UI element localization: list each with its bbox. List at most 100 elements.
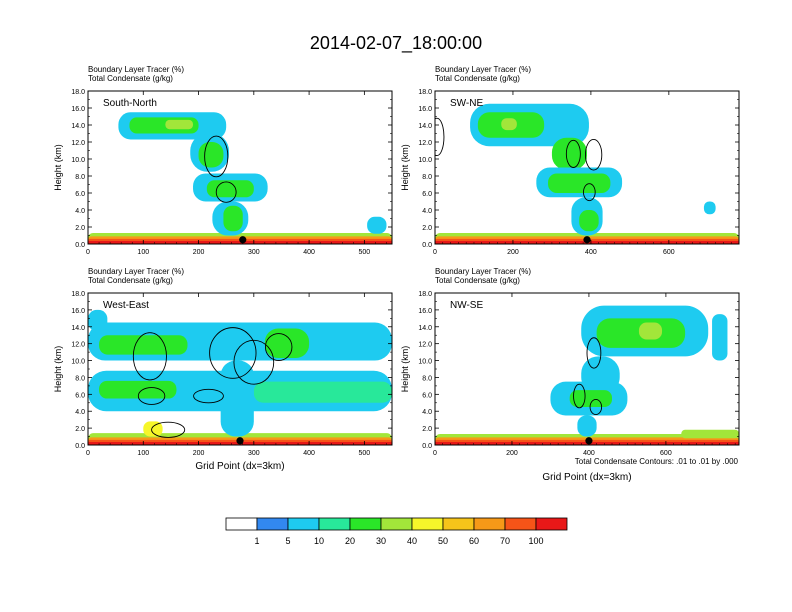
x-tick-label: 200 xyxy=(507,249,519,256)
field-label: Boundary Layer Tracer (%) xyxy=(88,267,184,276)
x-tick-label: 600 xyxy=(663,249,675,256)
y-tick-label: 10.0 xyxy=(418,359,432,366)
y-tick-label: 0.0 xyxy=(75,242,85,249)
tracer-region xyxy=(223,205,243,232)
colorbar-label: 20 xyxy=(345,536,355,546)
tracer-region xyxy=(198,142,224,168)
y-tick-label: 0.0 xyxy=(422,443,432,450)
y-tick-label: 16.0 xyxy=(71,106,85,113)
y-tick-label: 4.0 xyxy=(422,208,432,215)
y-tick-label: 8.0 xyxy=(75,375,85,382)
y-tick-label: 12.0 xyxy=(418,140,432,147)
y-tick-label: 4.0 xyxy=(75,409,85,416)
y-tick-label: 4.0 xyxy=(75,208,85,215)
x-axis-label: Grid Point (dx=3km) xyxy=(542,472,631,483)
y-tick-label: 12.0 xyxy=(71,342,85,349)
y-tick-label: 10.0 xyxy=(418,157,432,164)
field-label: Boundary Layer Tracer (%) xyxy=(88,65,184,74)
y-tick-label: 6.0 xyxy=(422,392,432,399)
section-name: South-North xyxy=(103,98,157,109)
location-marker xyxy=(236,437,244,445)
y-tick-label: 10.0 xyxy=(71,157,85,164)
colorbar-label: 5 xyxy=(285,536,290,546)
condensate-contour xyxy=(209,327,257,379)
condensate-contour xyxy=(435,117,445,157)
x-axis-label: Grid Point (dx=3km) xyxy=(195,461,284,472)
condensate-contour xyxy=(586,337,602,369)
location-marker xyxy=(585,437,593,445)
y-tick-label: 6.0 xyxy=(75,191,85,198)
tracer-region xyxy=(264,328,310,359)
field-label-units: Total Condensate (g/kg) xyxy=(435,276,520,285)
figure-title: 2014-02-07_18:00:00 xyxy=(310,33,482,54)
x-tick-label: 0 xyxy=(433,249,437,256)
y-tick-label: 14.0 xyxy=(71,123,85,130)
x-tick-label: 400 xyxy=(583,450,595,457)
tracer-region xyxy=(220,360,254,437)
y-tick-label: 14.0 xyxy=(418,123,432,130)
y-tick-label: 18.0 xyxy=(418,89,432,96)
condensate-contour xyxy=(565,139,581,168)
tracer-region xyxy=(253,381,392,403)
section-name: SW-NE xyxy=(450,98,483,109)
section-name: West-East xyxy=(103,300,149,311)
tracer-region xyxy=(88,309,108,331)
y-tick-label: 16.0 xyxy=(418,106,432,113)
field-label-units: Total Condensate (g/kg) xyxy=(435,74,520,83)
condensate-contour xyxy=(204,135,229,178)
x-tick-label: 200 xyxy=(193,450,205,457)
colorbar-label: 100 xyxy=(528,536,543,546)
x-tick-label: 400 xyxy=(303,450,315,457)
x-tick-label: 0 xyxy=(86,249,90,256)
tracer-region xyxy=(638,322,663,340)
y-tick-label: 16.0 xyxy=(418,308,432,315)
y-tick-label: 14.0 xyxy=(71,325,85,332)
x-tick-label: 200 xyxy=(193,249,205,256)
condensate-contour xyxy=(193,388,224,404)
y-tick-label: 18.0 xyxy=(418,291,432,298)
y-tick-label: 18.0 xyxy=(71,291,85,298)
tracer-region xyxy=(548,173,611,193)
tracer-region xyxy=(703,201,716,215)
y-tick-label: 2.0 xyxy=(75,426,85,433)
tracer-region xyxy=(681,429,739,439)
x-tick-label: 0 xyxy=(86,450,90,457)
tracer-region xyxy=(579,210,599,232)
colorbar-label: 1 xyxy=(254,536,259,546)
tracer-region xyxy=(99,335,188,355)
y-tick-label: 10.0 xyxy=(71,359,85,366)
x-tick-label: 0 xyxy=(433,450,437,457)
condensate-contour xyxy=(137,387,166,405)
tracer-region xyxy=(712,314,728,361)
y-tick-label: 12.0 xyxy=(71,140,85,147)
y-tick-label: 4.0 xyxy=(422,409,432,416)
y-axis-label: Height (km) xyxy=(53,144,63,191)
y-tick-label: 0.0 xyxy=(75,443,85,450)
location-marker xyxy=(239,236,247,244)
y-tick-label: 6.0 xyxy=(422,191,432,198)
location-marker xyxy=(583,236,591,244)
colorbar-swatch xyxy=(411,517,444,531)
tracer-field xyxy=(435,103,739,244)
condensate-contour xyxy=(573,383,586,409)
field-label: Boundary Layer Tracer (%) xyxy=(435,267,531,276)
y-tick-label: 2.0 xyxy=(422,225,432,232)
x-tick-label: 100 xyxy=(137,450,149,457)
panel-sw-ne: 0.0 2.0 4.0 6.0 8.0 10.0 12.0 14.0 16.0 18.0 0 200 4… xyxy=(400,65,740,256)
panels: 0.0 2.0 4.0 6.0 8.0 10.0 12.0 14.0 16.0 18.0 0 100 2… xyxy=(53,65,740,483)
y-tick-label: 2.0 xyxy=(422,426,432,433)
tracer-region xyxy=(206,180,254,198)
colorbar-swatch xyxy=(473,517,506,531)
colorbar-swatch xyxy=(287,517,320,531)
condensate-contour xyxy=(151,421,186,438)
y-tick-label: 12.0 xyxy=(418,342,432,349)
colorbar-label: 50 xyxy=(438,536,448,546)
y-tick-label: 14.0 xyxy=(418,325,432,332)
tracer-region xyxy=(88,241,392,244)
x-tick-label: 400 xyxy=(585,249,597,256)
x-tick-label: 200 xyxy=(506,450,518,457)
y-tick-label: 2.0 xyxy=(75,225,85,232)
colorbar-label: 10 xyxy=(314,536,324,546)
condensate-contour xyxy=(132,332,167,381)
condensate-contour xyxy=(215,181,237,203)
